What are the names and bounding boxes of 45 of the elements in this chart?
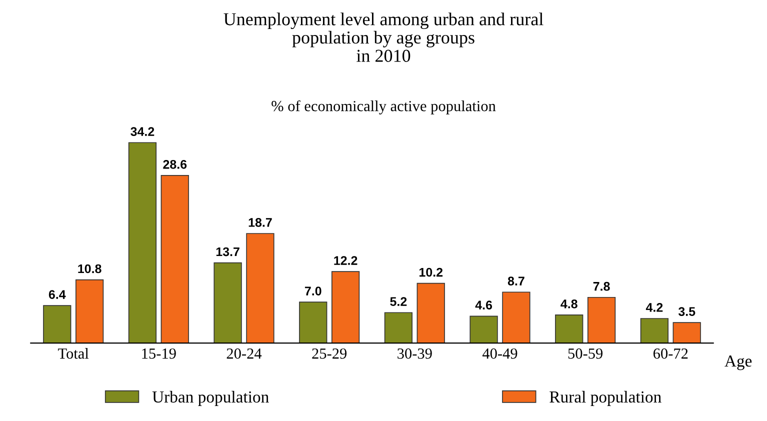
bar <box>75 279 104 344</box>
data-label: 13.7 <box>216 247 240 256</box>
bar <box>470 316 498 344</box>
data-label: 34.2 <box>130 127 154 136</box>
x-tick-label: Total <box>58 348 89 359</box>
bar <box>160 175 189 344</box>
x-tick-label: 40-49 <box>482 348 518 359</box>
x-tick-label: 15-19 <box>142 348 176 359</box>
bar <box>502 292 530 344</box>
data-label: 18.7 <box>248 218 272 227</box>
legend-label: Urban population <box>152 390 269 406</box>
bar <box>214 262 242 344</box>
x-tick-label: 30-39 <box>398 348 432 359</box>
data-label: 4.8 <box>560 299 578 308</box>
bar <box>43 305 72 344</box>
bar <box>299 302 328 344</box>
data-label: 12.2 <box>334 256 358 265</box>
data-label: 6.4 <box>48 290 66 299</box>
data-label: 3.5 <box>678 307 696 316</box>
bar <box>672 322 701 344</box>
data-label: 4.2 <box>646 303 663 312</box>
data-label: 7.8 <box>593 282 610 291</box>
data-label: 7.0 <box>304 286 322 296</box>
bar <box>331 271 360 344</box>
bar <box>640 318 669 344</box>
bar <box>384 312 413 344</box>
x-tick-label: 50-59 <box>568 348 603 359</box>
bar <box>416 282 445 344</box>
chart-title: Unemployment level among urban and rural population by age groups in 2010 <box>224 12 544 62</box>
data-label: 5.2 <box>390 297 407 306</box>
data-label: 10.2 <box>419 268 443 277</box>
legend-label: Rural population <box>550 390 662 406</box>
data-label: 28.6 <box>163 160 187 169</box>
data-label: 8.7 <box>508 276 524 286</box>
data-label: 4.6 <box>475 300 492 310</box>
bar <box>246 233 274 344</box>
bar <box>555 314 584 344</box>
x-tick-label: 60-72 <box>653 348 688 359</box>
bar <box>128 142 157 344</box>
data-label: 10.8 <box>78 264 102 274</box>
bar <box>587 296 616 344</box>
chart-subtitle: % of economically active population <box>272 100 496 114</box>
x-tick-label: 25-29 <box>312 348 347 359</box>
x-axis-title: Age <box>724 356 752 370</box>
x-tick-label: 20-24 <box>226 348 262 359</box>
